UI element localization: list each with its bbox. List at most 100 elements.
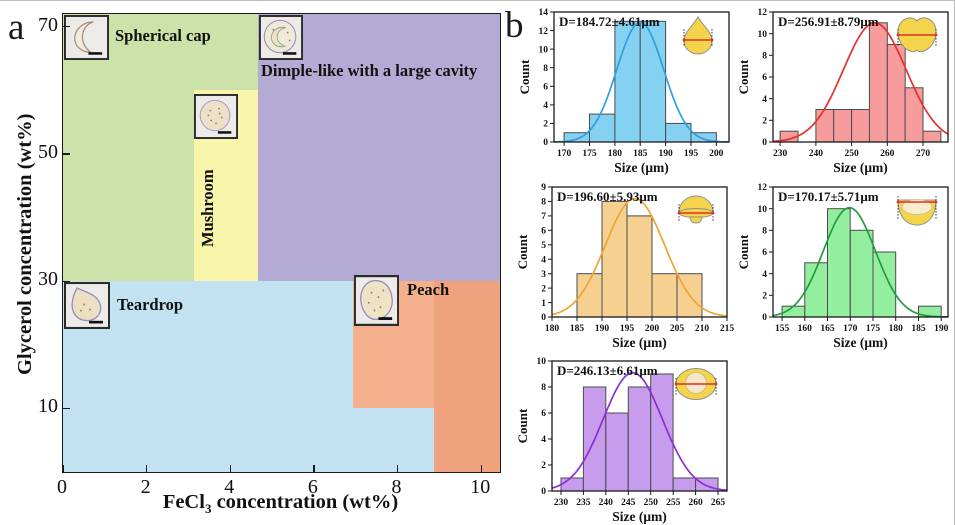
hist-title: D=196.60±5.93μm [557,189,658,204]
x-tick-label: 270 [916,149,931,159]
y-tick-label: 8 [762,52,767,62]
x-tick-label: 265 [711,498,726,508]
x-tick-label: 6 [307,476,318,498]
x-tick-label: 160 [798,324,813,334]
panel-letter-b: b [505,5,524,46]
bar [868,22,888,143]
histogram-peach: 230 240 250 260 270 0 2 4 6 8 10 12 D=256.91±8.79μm S… [736,2,954,176]
x-tick [145,465,148,472]
bars [779,22,942,143]
y-tick-label: 4 [541,435,546,445]
bar [815,109,835,143]
phase-diagram-panel: a Spherical cap Mushroom Dimple-like with … [0,1,515,525]
x-tick-label: 260 [688,498,703,508]
x-tick-label: 175 [866,324,881,334]
region-teardrop [353,408,435,472]
gauss-fit-curve [551,197,728,317]
bar [601,200,628,318]
y-tick-label: 2 [762,117,767,127]
y-tick-label: 12 [539,27,549,37]
dimple-shape-icon [896,196,938,226]
peach-shape-icon [896,17,938,53]
x-axis-title-subscript: 3 [204,501,212,517]
bar [650,373,674,492]
x-tick-label: 230 [773,149,788,159]
region-teardrop [63,281,354,472]
y-tick-label: 2 [541,461,546,471]
photo-dimple [259,15,303,60]
x-tick-label: 260 [880,149,895,159]
x-tick-label: 210 [695,324,710,334]
x-tick [62,465,64,472]
bar [639,20,667,143]
x-tick-label: 185 [633,149,648,159]
x-axis-title-rest: concentration (wt%) [211,491,399,513]
bar [627,386,652,492]
hist-y-axis-title: Count [737,234,751,269]
y-tick-label: 30 [38,268,58,291]
hist-svg-cavity-size: 230 235 240 245 250 255 260 265 0 2 4 6 8 10 D=246.13±… [515,357,728,524]
x-tick-label: 200 [645,324,660,334]
bar [851,109,870,143]
y-tick-label: 1 [541,299,546,309]
y-tick-label: 4 [762,270,767,280]
y-tick-label: 2 [543,120,548,130]
x-tick-label: 190 [934,324,949,334]
gauss-fit-curve [553,21,729,143]
x-tick-label: 155 [775,324,790,334]
y-tick-label: 8 [541,198,546,208]
mushroom-shape-icon [677,195,715,224]
x-tick-label: 165 [820,324,835,334]
inset-photo-teardrop [64,282,110,329]
hist-y-axis-title: Count [516,408,530,443]
x-tick-label: 250 [644,498,659,508]
histogram-mushroom: 180 185 190 195 200 205 210 215 0 1 2 3 4 5 6 7 8 9 D=196.… [515,177,734,351]
y-tick-label: 0 [543,138,548,148]
y-tick-label: 5 [541,241,546,251]
x-tick-label: 10 [470,476,491,498]
region-spherical-cap [193,14,259,91]
photo-teardrop [64,282,110,329]
cavity-shape-icon [674,368,718,400]
x-tick-label: 195 [620,324,635,334]
photo-spherical-cap [64,15,109,60]
x-tick [313,465,315,472]
histogram-cavity: 230 235 240 245 250 255 260 265 0 2 4 6 8 10 D=246.13±… [515,351,734,525]
y-tick-label: 50 [38,140,58,163]
gauss-fit-curve [772,206,948,318]
x-tick-label: 190 [658,149,673,159]
y-tick-label: 6 [541,409,546,419]
x-tick-label: 200 [709,149,724,159]
hist-x-axis-title: Size (μm) [833,160,888,175]
x-tick [229,465,231,472]
bar [827,208,851,318]
x-tick-label: 4 [224,476,235,498]
x-tick-label: 8 [391,476,402,498]
y-tick-label: 9 [541,183,546,193]
bars [563,20,717,143]
x-axis-title: FeCl3 concentration (wt%) [62,491,499,517]
hist-svg-peach-size: 230 240 250 260 270 0 2 4 6 8 10 12 D=256.91±8.79μm S… [736,8,949,175]
x-tick-label: 240 [599,498,614,508]
x-tick-label: 215 [720,324,734,334]
y-tick-label: 14 [539,8,549,18]
y-tick-label: 8 [543,64,548,74]
y-tick-label: 10 [539,45,549,55]
x-axis-title-text: FeCl [162,491,205,513]
region-label-mushroom: Mushroom [198,169,217,247]
x-tick-label: 190 [595,324,610,334]
y-tick-label: 10 [537,357,547,367]
region-peach [434,281,500,472]
gauss-fit-curve [772,22,949,143]
x-tick-label: 230 [554,498,569,508]
x-tick-label: 235 [576,498,591,508]
y-tick-label: 0 [762,313,767,323]
y-tick-label: 2 [762,292,767,302]
bar [904,87,924,143]
x-tick-label: 170 [843,324,858,334]
hist-title: D=184.72±4.61μm [559,14,660,29]
bar [589,113,616,143]
x-tick-label: 240 [809,149,824,159]
x-tick [480,465,482,472]
bar [886,44,906,143]
